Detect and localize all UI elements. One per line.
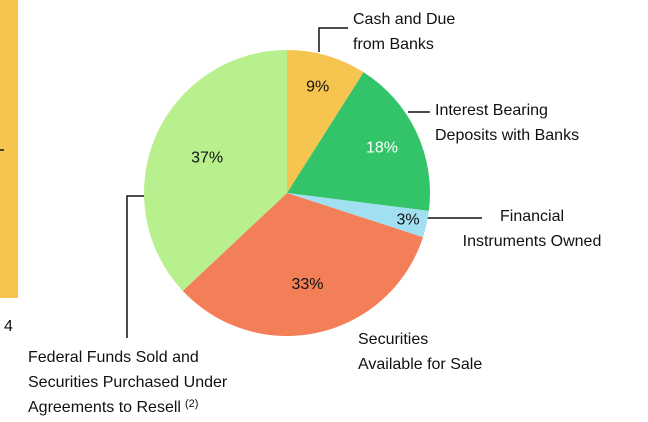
value-label: 9% bbox=[306, 79, 329, 96]
pie-slice bbox=[182, 193, 424, 336]
category-label: Agreements to Resell (2) bbox=[28, 398, 198, 416]
pie-slice bbox=[287, 193, 429, 238]
leader-line bbox=[126, 195, 144, 338]
value-label: 33% bbox=[291, 276, 323, 293]
pie-slice bbox=[287, 50, 364, 193]
side-panel bbox=[0, 0, 18, 298]
category-label: Securities bbox=[358, 331, 428, 348]
category-label: from Banks bbox=[353, 36, 434, 53]
category-label: Instruments Owned bbox=[463, 233, 602, 250]
value-label: 37% bbox=[191, 150, 223, 167]
category-label: Available for Sale bbox=[358, 356, 482, 373]
value-label: 18% bbox=[366, 140, 398, 157]
pie-slice bbox=[144, 50, 287, 291]
category-label: Securities Purchased Under bbox=[28, 374, 228, 391]
category-label: Federal Funds Sold and bbox=[28, 349, 199, 366]
category-label: Cash and Due bbox=[353, 11, 455, 28]
category-label: Deposits with Banks bbox=[435, 127, 579, 144]
category-label: Financial bbox=[500, 208, 564, 225]
value-label: 3% bbox=[396, 211, 419, 228]
side-text: 4 bbox=[4, 318, 13, 335]
category-label: Interest Bearing bbox=[435, 102, 548, 119]
label-note: (2) bbox=[185, 398, 198, 410]
leader-line bbox=[318, 27, 348, 52]
pie-slice bbox=[287, 72, 430, 211]
